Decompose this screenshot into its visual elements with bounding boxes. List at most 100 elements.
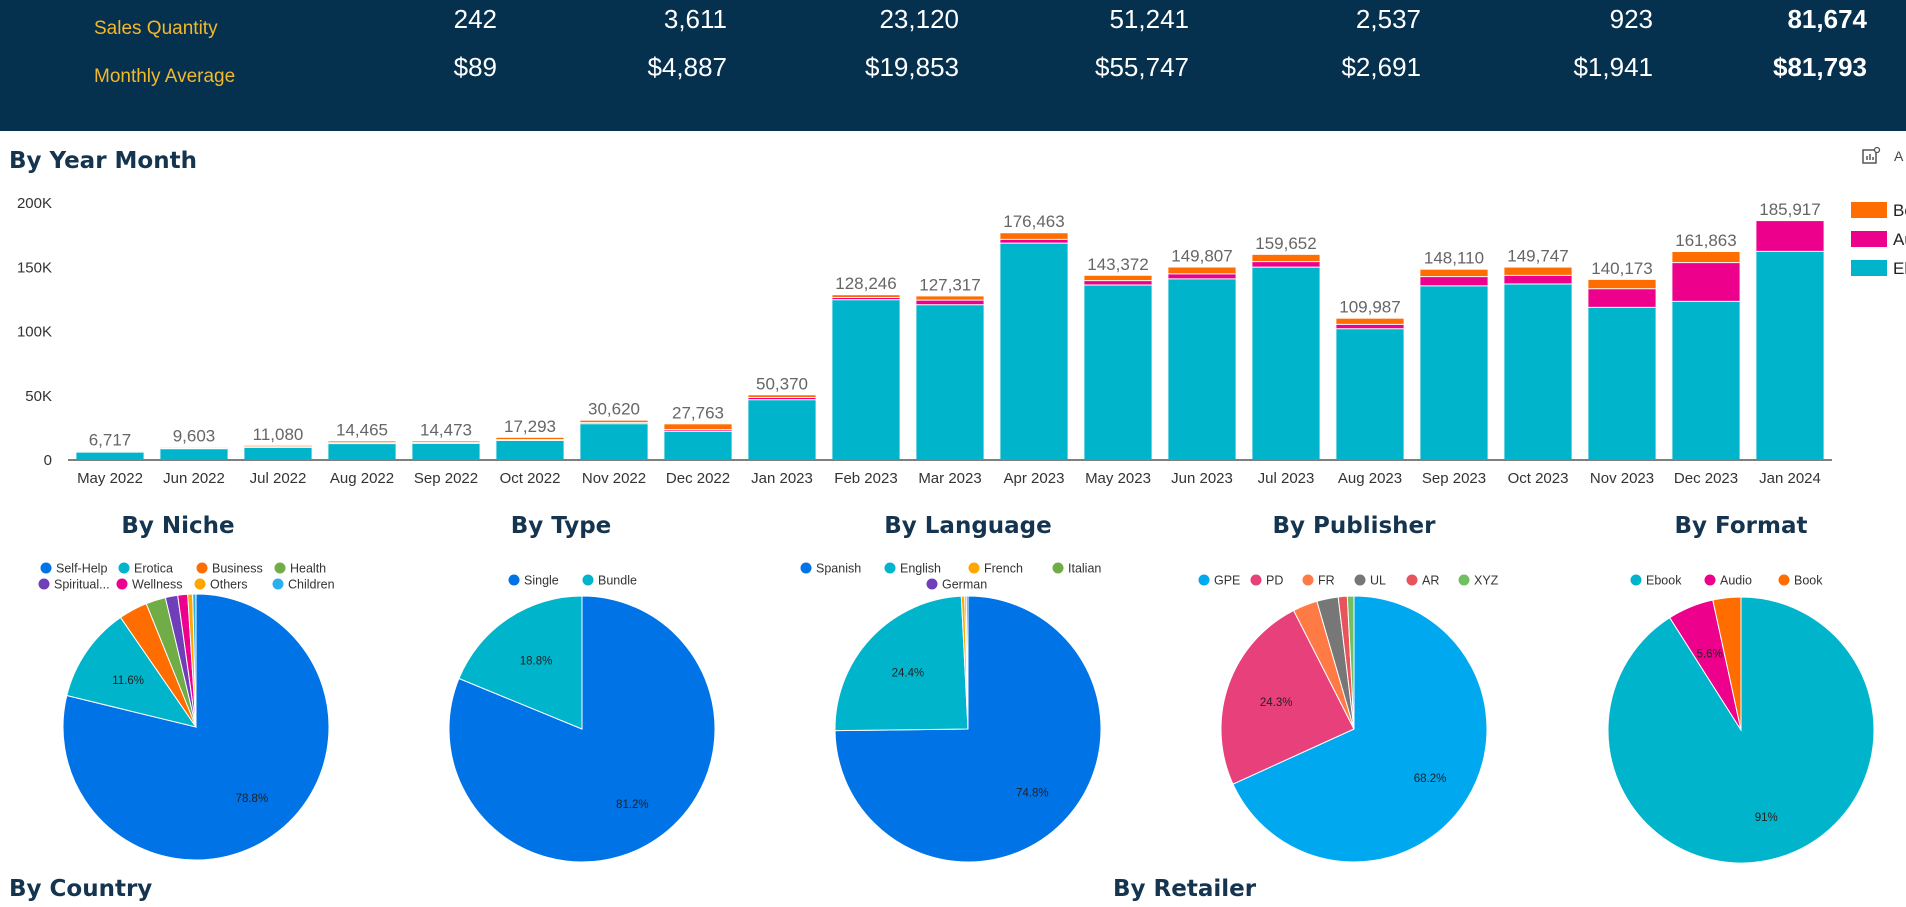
chart-options-icon[interactable]	[1861, 146, 1881, 166]
pie-legend-label: Audio	[1720, 574, 1752, 588]
y-tick-label: 150K	[17, 259, 52, 276]
pie-legend-label: Erotica	[134, 562, 173, 576]
x-tick-label: Aug 2022	[330, 470, 394, 487]
year-month-bar-chart: 0 50K 100K 150K 200K 6,717 May 2022 9,603 Jun 20…	[17, 195, 1906, 487]
pie-chart-by-publisher: GPE PD FR UL AR XYZ 68.2% 24.3%	[1198, 574, 1499, 863]
bar-segment-eb	[160, 448, 228, 460]
bar-total-label: 127,317	[919, 275, 980, 294]
pie-slice-book	[1712, 596, 1742, 731]
y-tick-label: 100K	[17, 324, 52, 341]
bar-segment-eb	[1756, 251, 1824, 460]
bar-segment-bo	[1672, 252, 1740, 263]
pie-legend-label: Self-Help	[56, 562, 107, 576]
x-tick-label: Sep 2022	[414, 470, 478, 487]
pie-legend-dot	[800, 562, 812, 574]
bar-segment-au	[580, 422, 648, 424]
pie-legend-label: PD	[1266, 574, 1283, 588]
pie-legend-dot	[1302, 574, 1314, 586]
x-tick-label: Mar 2023	[918, 470, 981, 487]
bar-segment-eb	[412, 443, 480, 460]
pie-legend-label: English	[900, 562, 941, 576]
x-tick-label: May 2022	[77, 470, 143, 487]
pie-legend-dot	[194, 578, 206, 590]
bar-total-label: 11,080	[253, 425, 304, 444]
pie-title: By Language	[884, 513, 1052, 539]
pie-legend-label: XYZ	[1474, 574, 1499, 588]
bar-total-label: 6,717	[89, 430, 132, 449]
bar-total-label: 159,652	[1255, 234, 1316, 253]
pie-chart-by-language: Spanish English French Italian German 74.8% 24…	[800, 562, 1102, 863]
pie-title: By Format	[1674, 513, 1808, 539]
bar-segment-bo	[1420, 269, 1488, 277]
pie-chart-by-type: Single Bundle 81.2% 18.8%	[448, 574, 716, 863]
bar-total-label: 161,863	[1675, 231, 1736, 250]
bar-segment-bo	[1084, 275, 1152, 281]
bar-segment-bo	[328, 441, 396, 443]
bar-segment-au	[1336, 324, 1404, 329]
bar-segment-eb	[1672, 301, 1740, 460]
pie-legend-label: Italian	[1068, 562, 1101, 576]
bar-segment-bo	[664, 424, 732, 430]
bar-segment-au	[664, 429, 732, 432]
bar-segment-eb	[328, 443, 396, 460]
section-title-year-month: By Year Month	[9, 148, 197, 174]
pie-legend-label: Book	[1794, 574, 1823, 588]
bar-total-label: 27,763	[672, 403, 724, 422]
x-tick-label: Jan 2023	[751, 470, 813, 487]
bar-segment-eb	[1336, 328, 1404, 460]
pie-legend-label: Ebook	[1646, 574, 1682, 588]
pie-slice-english	[834, 595, 969, 732]
bar-total-label: 176,463	[1003, 212, 1064, 231]
pie-legend-dot	[118, 562, 130, 574]
bar-segment-bo	[580, 420, 648, 423]
pie-chart-by-niche: Self-Help Erotica Business Health Spiritual.…	[38, 562, 335, 861]
banner-value: 51,241	[1109, 4, 1189, 34]
pie-legend-label: Bundle	[598, 574, 637, 588]
y-tick-label: 50K	[25, 388, 52, 405]
bar-total-label: 30,620	[588, 400, 640, 419]
pie-slice-label: 81.2%	[616, 799, 649, 811]
bar-segment-au	[1420, 276, 1488, 286]
bar-segment-eb	[1504, 283, 1572, 460]
banner-value: 3,611	[663, 4, 727, 34]
x-tick-label: Jul 2022	[250, 470, 307, 487]
pie-legend-label: Business	[212, 562, 263, 576]
pie-legend-label: French	[984, 562, 1023, 576]
banner-value: 242	[453, 4, 497, 34]
bar-segment-eb	[1420, 285, 1488, 460]
pie-chart-by-format: Ebook Audio Book 91% 5.6%	[1607, 574, 1875, 864]
bar-segment-au	[748, 397, 816, 400]
pie-title: By Publisher	[1272, 513, 1436, 539]
legend-label: Bo	[1893, 201, 1906, 220]
bar-segment-bo	[496, 437, 564, 440]
legend-swatch	[1851, 260, 1887, 276]
bar-segment-au	[1588, 288, 1656, 308]
bar-segment-eb	[1588, 307, 1656, 460]
pie-slice-children	[192, 593, 197, 728]
pie-slice-label: 24.3%	[1260, 697, 1293, 709]
pie-legend-dot	[1778, 574, 1790, 586]
x-tick-label: Sep 2023	[1422, 470, 1486, 487]
bar-total-label: 140,173	[1591, 259, 1652, 278]
x-tick-label: Dec 2023	[1674, 470, 1738, 487]
bar-segment-au	[1168, 273, 1236, 279]
bar-segment-bo	[1168, 267, 1236, 274]
pie-slice-label: 24.4%	[892, 668, 925, 680]
pie-title: By Type	[510, 513, 612, 539]
pie-legend-dot	[196, 562, 208, 574]
pie-legend-dot	[1458, 574, 1470, 586]
section-title-retailer: By Retailer	[1113, 876, 1257, 902]
legend-label: Au	[1893, 230, 1906, 249]
legend-swatch	[1851, 231, 1887, 247]
pie-legend-dot	[274, 562, 286, 574]
bar-segment-eb	[748, 399, 816, 460]
pie-slice-label: 91%	[1755, 812, 1778, 824]
pie-title: By Niche	[121, 513, 235, 539]
pie-legend-label: UL	[1370, 574, 1386, 588]
bar-segment-au	[1252, 261, 1320, 268]
bar-segment-au	[832, 297, 900, 300]
pie-slice-label: 5.6%	[1697, 649, 1723, 661]
bar-total-label: 17,293	[504, 417, 556, 436]
bar-segment-bo	[1252, 254, 1320, 262]
bar-total-label: 185,917	[1759, 200, 1820, 219]
